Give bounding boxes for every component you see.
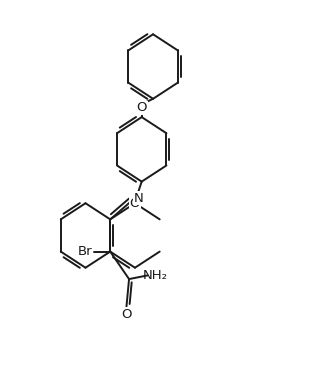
Text: N: N [134, 192, 143, 205]
Text: O: O [130, 197, 140, 210]
Text: NH₂: NH₂ [143, 269, 168, 282]
Text: Br: Br [78, 245, 92, 258]
Text: O: O [137, 102, 147, 115]
Text: O: O [121, 308, 132, 321]
